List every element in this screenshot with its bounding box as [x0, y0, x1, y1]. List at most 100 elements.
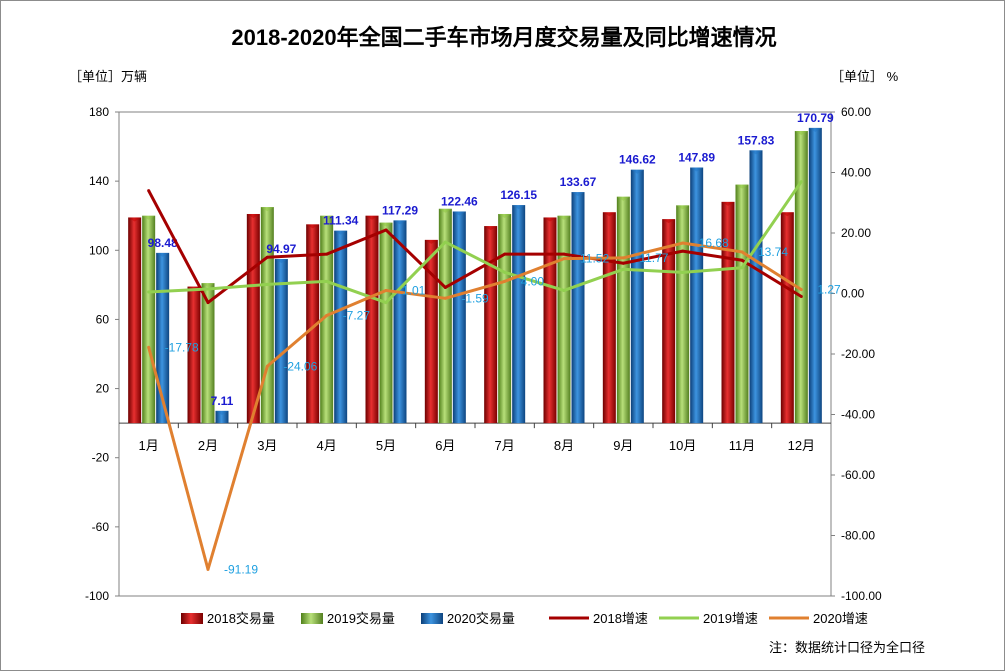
category-label: 2月	[198, 438, 218, 453]
line-point-2-11	[799, 288, 803, 292]
line-value-label: 16.68	[699, 236, 729, 250]
line-value-label: -1.59	[461, 291, 489, 305]
left-tick-label: 180	[89, 105, 109, 119]
left-tick-label: 60	[96, 312, 110, 326]
line-point-2-6	[503, 279, 507, 283]
category-label: 3月	[257, 438, 277, 453]
bar-value-label: 111.34	[323, 214, 359, 228]
line-point-2-8	[621, 256, 625, 260]
right-axis-unit: ［单位］ %	[831, 69, 899, 84]
bar-1-5	[438, 208, 452, 424]
line-point-0-5	[443, 285, 447, 289]
line-point-2-10	[740, 250, 744, 254]
bar-2-8	[630, 169, 644, 424]
left-tick-label: 140	[89, 174, 109, 188]
bar-cap-1-11	[794, 131, 808, 136]
category-label: 10月	[669, 438, 696, 453]
bar-2-0	[156, 252, 170, 424]
bar-cap-1-6	[498, 213, 512, 218]
left-tick-label: 100	[89, 243, 109, 257]
legend-label: 2020增速	[813, 611, 868, 626]
bar-2-9	[690, 167, 704, 424]
bar-2-10	[749, 150, 763, 424]
legend-swatch-bar	[181, 613, 203, 624]
category-label: 9月	[613, 438, 633, 453]
footnote: 注：数据统计口径为全口径	[769, 640, 925, 655]
bar-cap-2-1	[215, 410, 229, 415]
category-label: 6月	[435, 438, 455, 453]
bar-1-10	[735, 184, 749, 424]
line-point-1-10	[740, 266, 744, 270]
bar-0-8	[602, 212, 616, 424]
line-value-label: 11.52	[580, 252, 609, 266]
bar-cap-1-8	[616, 196, 630, 201]
line-point-1-5	[443, 240, 447, 244]
line-point-2-2	[265, 364, 269, 368]
bar-2-11	[808, 127, 822, 424]
bar-cap-2-0	[156, 252, 170, 257]
bar-cap-0-7	[543, 217, 557, 222]
bar-1-11	[794, 131, 808, 424]
legend: 2018交易量 2019交易量 2020交易量 2018增速 2019增速 2020增速	[181, 611, 868, 626]
category-label: 7月	[495, 438, 515, 453]
line-point-0-10	[740, 258, 744, 262]
category-label: 4月	[317, 438, 337, 453]
line-point-0-0	[147, 189, 151, 193]
line-point-1-6	[503, 270, 507, 274]
bar-cap-2-7	[571, 192, 585, 197]
line-2020	[147, 241, 803, 571]
line-point-1-1	[206, 287, 210, 291]
category-label: 12月	[788, 438, 815, 453]
right-tick-label: -80.00	[841, 529, 875, 543]
line-point-1-2	[265, 282, 269, 286]
bar-value-label: 117.29	[382, 203, 418, 217]
line-point-0-4	[384, 228, 388, 232]
category-label: 8月	[554, 438, 574, 453]
line-point-2-5	[443, 296, 447, 300]
bar-cap-0-6	[484, 226, 498, 231]
line-value-label: -91.19	[224, 562, 258, 576]
chart-title: 2018-2020年全国二手车市场月度交易量及同比增速情况	[231, 25, 776, 50]
bar-0-6	[484, 226, 498, 424]
line-point-1-3	[325, 279, 329, 283]
line-point-2-4	[384, 288, 388, 292]
right-tick-label: 20.00	[841, 226, 871, 240]
bar-cap-1-0	[142, 215, 156, 220]
category-label: 11月	[729, 438, 756, 453]
left-tick-label: 20	[96, 382, 110, 396]
bar-0-11	[780, 212, 794, 424]
bar-cap-2-10	[749, 150, 763, 155]
legend-label: 2020交易量	[447, 611, 515, 626]
line-point-1-7	[562, 288, 566, 292]
bar-1-2	[260, 207, 274, 424]
bar-value-label: 147.89	[678, 151, 715, 165]
bar-value-label: 122.46	[441, 194, 478, 208]
bar-0-0	[128, 217, 142, 424]
bar-1-3	[320, 215, 334, 424]
bar-0-3	[306, 224, 320, 424]
line-point-2-9	[681, 241, 685, 245]
line-point-0-7	[562, 252, 566, 256]
bar-cap-0-8	[602, 212, 616, 217]
right-tick-label: 0.00	[841, 287, 865, 301]
right-tick-label: 60.00	[841, 105, 871, 119]
bar-1-0	[142, 215, 156, 424]
bar-cap-0-3	[306, 224, 320, 229]
bar-cap-1-1	[201, 283, 215, 288]
line-point-2-1	[206, 567, 210, 571]
right-tick-label: -40.00	[841, 408, 875, 422]
line-2018	[147, 189, 803, 305]
line-point-0-9	[681, 249, 685, 253]
bar-cap-2-5	[452, 211, 466, 216]
bar-0-5	[424, 239, 438, 424]
bar-1-1	[201, 283, 215, 424]
bar-cap-1-3	[320, 215, 334, 220]
line-point-0-8	[621, 261, 625, 265]
right-tick-label: -20.00	[841, 347, 875, 361]
bar-cap-2-3	[334, 230, 348, 235]
line-point-1-8	[621, 267, 625, 271]
bar-1-9	[676, 205, 690, 424]
bar-cap-2-4	[393, 220, 407, 225]
bar-cap-1-9	[676, 205, 690, 210]
